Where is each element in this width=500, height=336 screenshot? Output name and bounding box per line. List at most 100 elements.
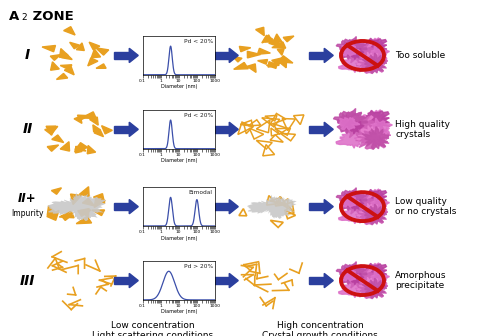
Polygon shape <box>268 62 280 67</box>
Polygon shape <box>269 39 282 47</box>
Polygon shape <box>47 145 58 151</box>
Text: Too soluble: Too soluble <box>395 51 446 60</box>
Polygon shape <box>340 39 367 59</box>
Polygon shape <box>357 203 384 220</box>
Polygon shape <box>76 216 92 224</box>
Bar <box>309 203 324 210</box>
Text: Impurity: Impurity <box>11 209 44 218</box>
Polygon shape <box>258 59 268 64</box>
Polygon shape <box>56 73 68 79</box>
Bar <box>214 277 229 284</box>
Bar <box>214 203 229 210</box>
Polygon shape <box>358 38 388 58</box>
Polygon shape <box>365 38 386 52</box>
Polygon shape <box>336 129 366 148</box>
Text: High quality
crystals: High quality crystals <box>395 120 450 139</box>
Polygon shape <box>346 42 375 58</box>
Polygon shape <box>94 198 106 208</box>
Polygon shape <box>362 204 386 225</box>
Polygon shape <box>360 281 378 294</box>
Polygon shape <box>272 42 285 48</box>
Polygon shape <box>60 65 72 70</box>
Polygon shape <box>248 51 260 58</box>
Bar <box>114 277 129 284</box>
Polygon shape <box>342 270 360 281</box>
Polygon shape <box>356 282 387 298</box>
Polygon shape <box>356 126 386 144</box>
Polygon shape <box>46 126 56 135</box>
Polygon shape <box>80 209 89 218</box>
Polygon shape <box>342 193 361 207</box>
Bar <box>309 277 324 284</box>
Polygon shape <box>60 211 74 218</box>
Polygon shape <box>341 116 378 138</box>
Polygon shape <box>47 206 57 215</box>
Text: III: III <box>20 274 35 288</box>
Polygon shape <box>346 193 375 210</box>
Polygon shape <box>355 51 388 71</box>
Polygon shape <box>365 263 386 278</box>
Polygon shape <box>356 131 390 149</box>
Polygon shape <box>62 215 72 220</box>
Polygon shape <box>90 117 98 125</box>
Polygon shape <box>342 42 361 55</box>
Polygon shape <box>74 143 88 152</box>
Polygon shape <box>340 264 367 284</box>
Polygon shape <box>340 114 361 129</box>
Polygon shape <box>60 142 70 151</box>
Text: Low concentration
Light scattering conditions: Low concentration Light scattering condi… <box>92 321 213 336</box>
Polygon shape <box>52 135 64 142</box>
Polygon shape <box>76 146 82 153</box>
Polygon shape <box>339 118 360 130</box>
Polygon shape <box>240 46 250 52</box>
Polygon shape <box>324 200 333 214</box>
Polygon shape <box>342 267 361 281</box>
Polygon shape <box>337 112 368 133</box>
Polygon shape <box>338 55 365 73</box>
Polygon shape <box>229 48 238 62</box>
Polygon shape <box>358 130 384 147</box>
Polygon shape <box>87 145 96 154</box>
Bar <box>114 203 129 210</box>
Polygon shape <box>356 200 376 213</box>
Polygon shape <box>96 64 106 68</box>
Polygon shape <box>362 53 386 74</box>
Text: Amorphous
precipitate: Amorphous precipitate <box>395 271 446 290</box>
Polygon shape <box>336 262 364 281</box>
Polygon shape <box>364 118 392 140</box>
Bar <box>214 126 229 133</box>
Polygon shape <box>354 125 390 146</box>
Polygon shape <box>362 127 389 150</box>
Polygon shape <box>277 49 284 55</box>
Polygon shape <box>273 34 282 42</box>
Polygon shape <box>94 194 104 203</box>
Polygon shape <box>358 190 388 210</box>
Polygon shape <box>283 36 294 42</box>
Polygon shape <box>76 43 84 50</box>
Text: II: II <box>22 122 32 136</box>
Polygon shape <box>338 280 365 298</box>
Polygon shape <box>358 207 382 222</box>
Polygon shape <box>42 45 56 52</box>
Polygon shape <box>92 210 104 216</box>
Polygon shape <box>342 45 360 56</box>
Polygon shape <box>356 208 387 224</box>
Polygon shape <box>357 52 384 69</box>
Polygon shape <box>50 54 60 60</box>
Bar <box>309 52 324 59</box>
Polygon shape <box>44 126 58 135</box>
Polygon shape <box>129 274 138 288</box>
Polygon shape <box>272 57 285 66</box>
Polygon shape <box>78 210 91 216</box>
Polygon shape <box>50 62 59 70</box>
Polygon shape <box>80 187 89 197</box>
Polygon shape <box>129 48 138 62</box>
Polygon shape <box>346 267 375 284</box>
Polygon shape <box>70 194 82 205</box>
Polygon shape <box>256 27 264 36</box>
Polygon shape <box>357 110 390 133</box>
Polygon shape <box>60 49 68 57</box>
Polygon shape <box>88 58 98 66</box>
Polygon shape <box>334 109 364 130</box>
Polygon shape <box>129 200 138 214</box>
